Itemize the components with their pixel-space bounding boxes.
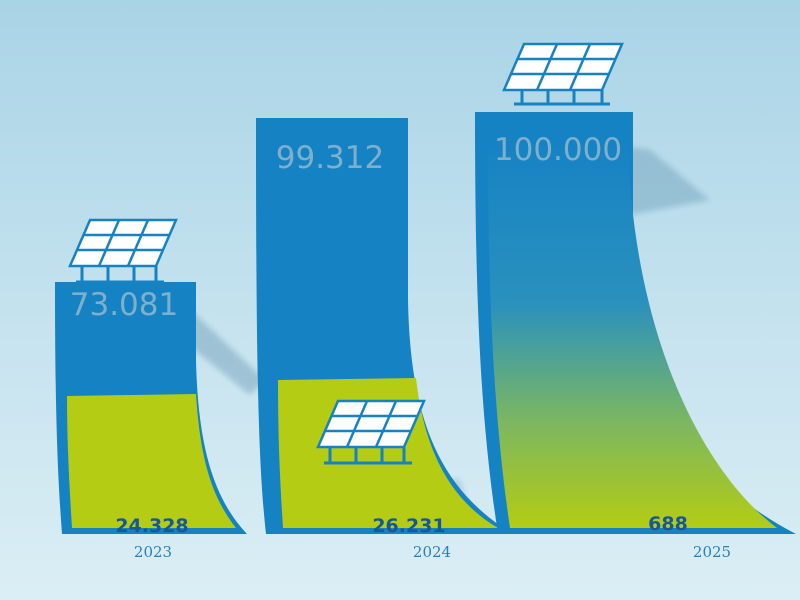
fill-label-2025: 688 xyxy=(648,513,688,535)
solar-panel-icon xyxy=(502,42,624,106)
value-label-2025: 100.000 xyxy=(494,132,622,168)
bar-2025-fill xyxy=(488,140,777,528)
year-label-2025: 2025 xyxy=(693,543,731,561)
bar-2025 xyxy=(475,112,796,534)
bar-2023-fill xyxy=(67,394,236,528)
value-label-2023: 73.081 xyxy=(70,287,178,323)
solar-panel-icon xyxy=(316,399,426,465)
year-label-2024: 2024 xyxy=(413,543,451,561)
fill-label-2023: 24.328 xyxy=(115,515,188,537)
year-label-2023: 2023 xyxy=(134,543,172,561)
solar-panel-icon xyxy=(68,218,178,284)
value-label-2024: 99.312 xyxy=(276,140,384,176)
bar-2023 xyxy=(55,282,265,534)
fill-label-2024: 26.231 xyxy=(372,515,445,537)
bar-2024 xyxy=(256,118,513,534)
